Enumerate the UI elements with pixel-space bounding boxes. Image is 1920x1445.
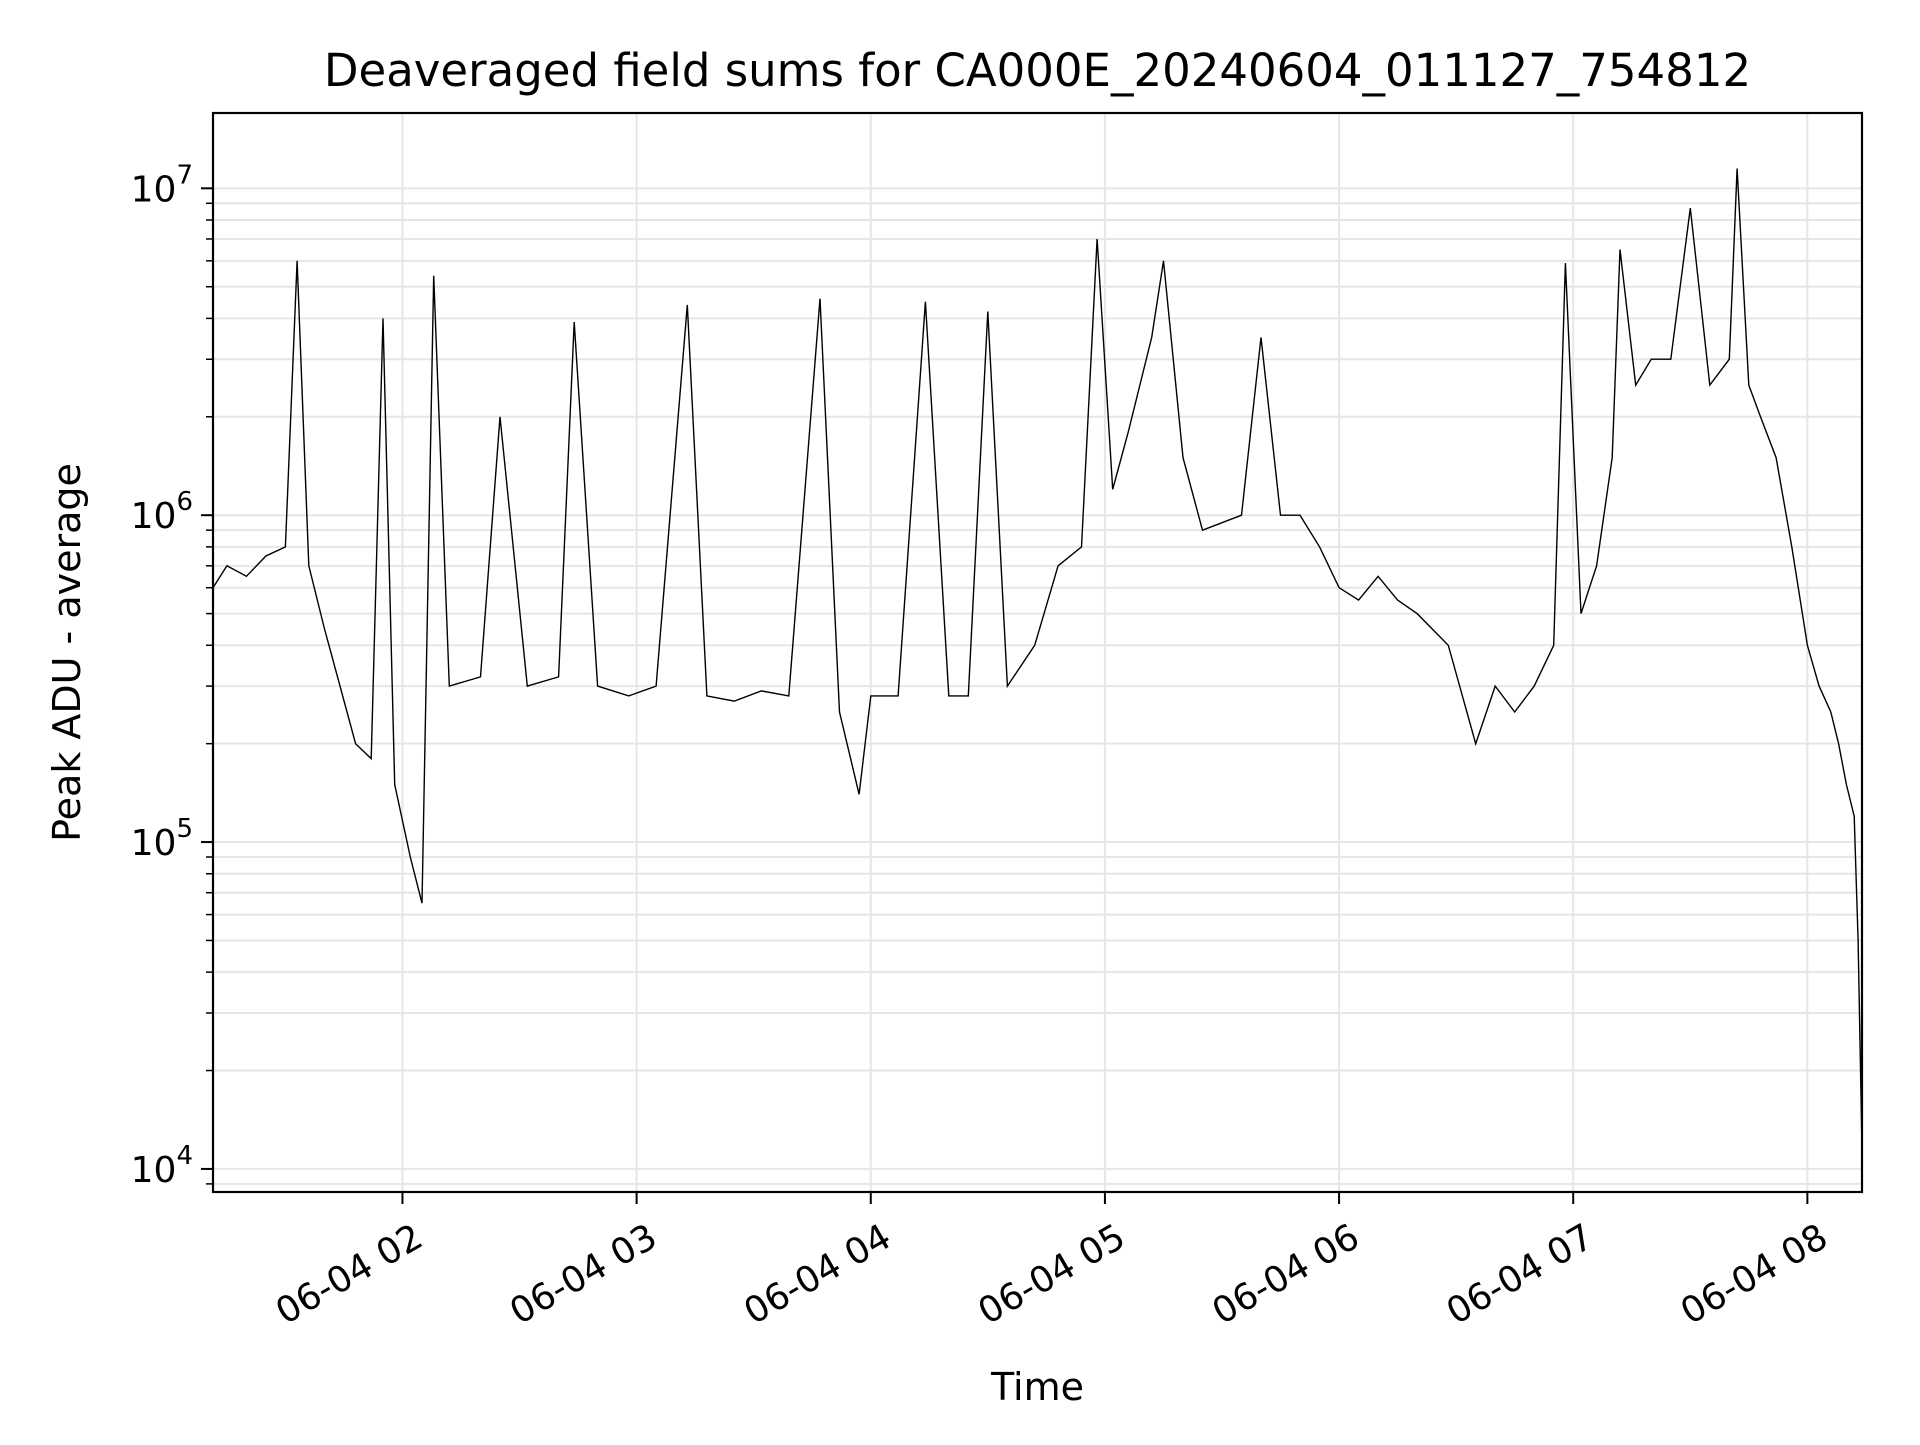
x-tick-label: 06-04 05 bbox=[972, 1216, 1133, 1332]
y-tick-label: 106 bbox=[131, 487, 193, 537]
data-series-line bbox=[212, 168, 1863, 1150]
y-tick-label: 107 bbox=[131, 160, 193, 210]
x-tick-label: 06-04 07 bbox=[1440, 1216, 1601, 1332]
y-axis-label: Peak ADU - average bbox=[45, 463, 89, 842]
grid-lines bbox=[213, 113, 1862, 1192]
axis-ticks: 06-04 02 06-04 03 06-04 04 06-04 05 06-04 06… bbox=[131, 160, 1835, 1333]
plot-frame bbox=[211, 111, 1864, 1194]
y-tick-label: 104 bbox=[131, 1141, 193, 1191]
x-axis-label: Time bbox=[990, 1365, 1084, 1409]
x-tick-label: 06-04 04 bbox=[737, 1216, 898, 1332]
x-tick-label: 06-04 08 bbox=[1674, 1216, 1835, 1332]
x-tick-label: 06-04 03 bbox=[503, 1216, 664, 1332]
x-tick-label: 06-04 06 bbox=[1206, 1216, 1367, 1332]
chart-title: Deaveraged field sums for CA000E_2024060… bbox=[324, 44, 1751, 97]
y-tick-label: 105 bbox=[131, 814, 193, 864]
x-tick-label: 06-04 02 bbox=[269, 1216, 430, 1332]
